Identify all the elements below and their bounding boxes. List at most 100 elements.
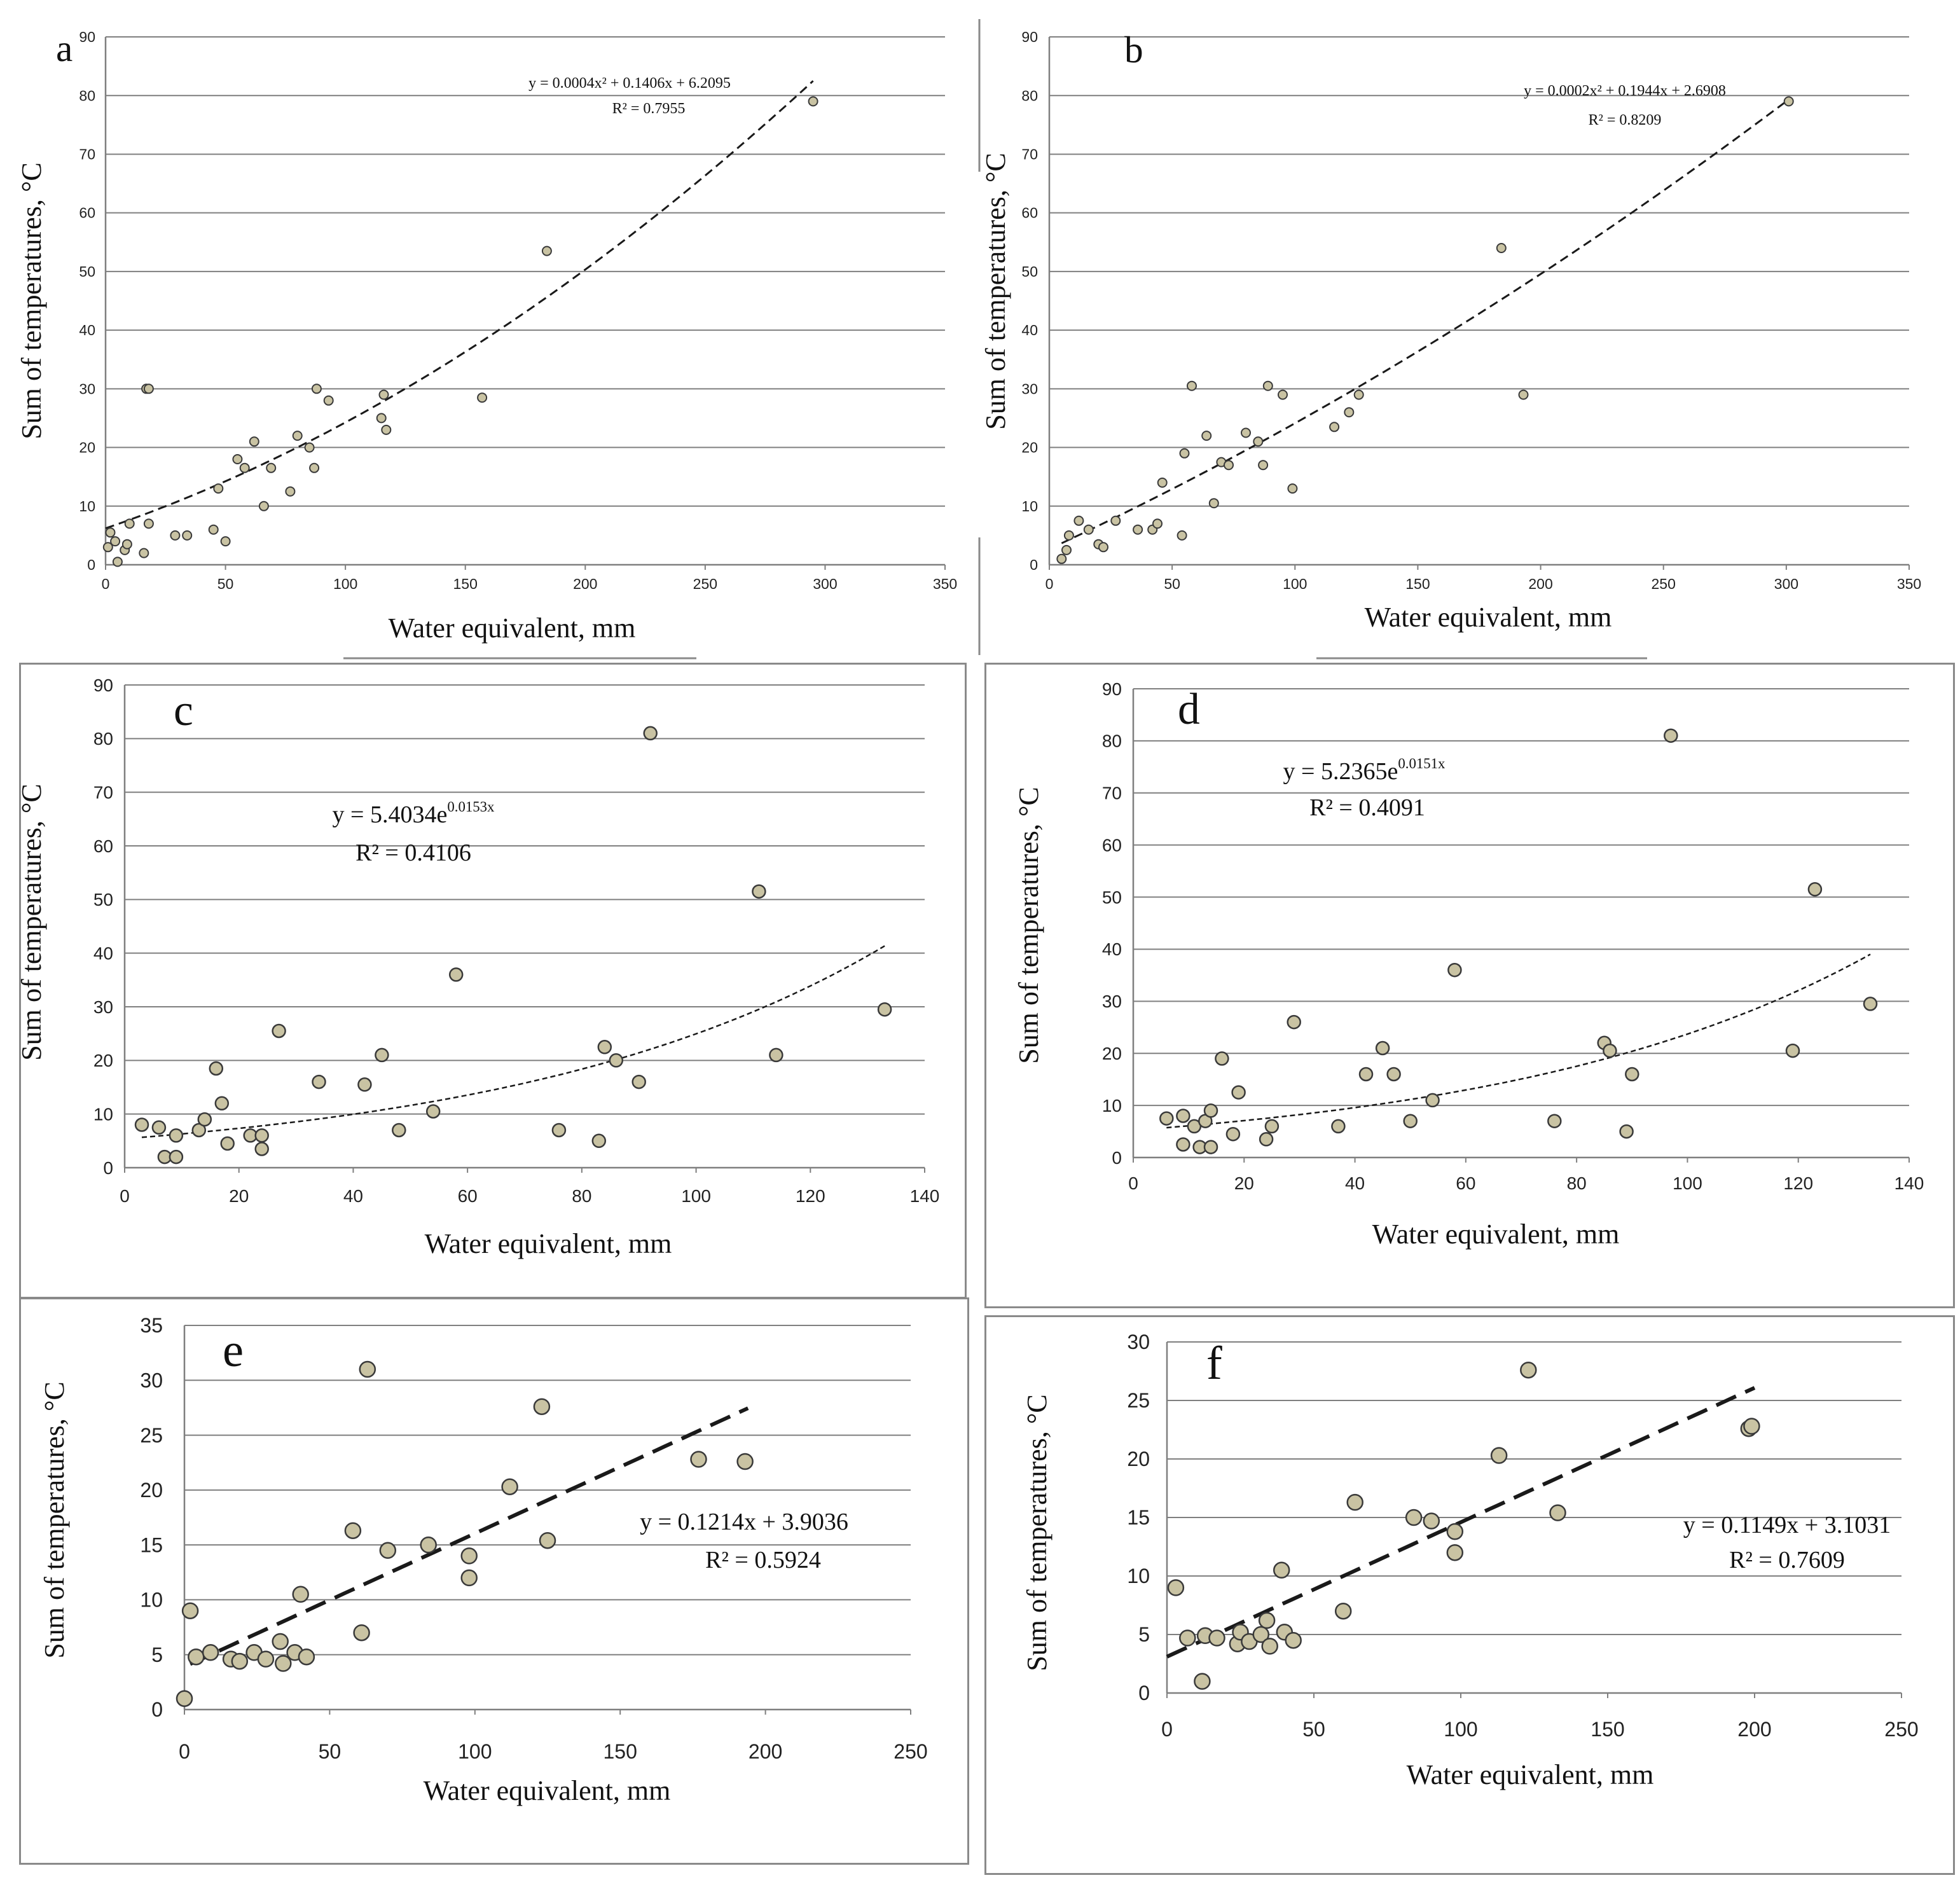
x-tick-label: 200 [749, 1740, 782, 1763]
data-point [312, 1074, 326, 1089]
y-tick-label: 0 [151, 1698, 163, 1721]
data-point [1159, 1111, 1174, 1126]
y-tick-label: 20 [1102, 1044, 1122, 1063]
data-point [392, 1123, 406, 1138]
data-point [231, 1652, 249, 1670]
panel-label: b [1124, 29, 1143, 71]
x-tick-label: 150 [1591, 1718, 1624, 1741]
panel-d: 0 10 20 30 40 50 60 70 80 90 0 20 40 60 80 100 120 140 d y … [1013, 679, 1924, 1250]
data-point [1241, 427, 1251, 438]
x-tick-label: 120 [1783, 1173, 1813, 1193]
data-point [1187, 380, 1197, 391]
panel-c: 0 10 20 30 40 50 60 70 80 90 0 20 40 60 80 100 120 140 c y … [16, 675, 939, 1259]
x-tick-label: 300 [813, 576, 837, 592]
r-squared-label: R² = 0.4106 [355, 840, 471, 866]
data-point [1329, 422, 1340, 432]
data-point [220, 536, 231, 547]
data-point [1167, 1579, 1185, 1596]
data-point [1179, 448, 1190, 459]
data-point [1201, 431, 1212, 441]
data-point [139, 548, 149, 558]
data-point [292, 1586, 309, 1603]
data-point [1073, 515, 1084, 526]
x-axis-title: Water equivalent, mm [424, 1775, 671, 1806]
x-tick-label: 350 [933, 576, 957, 592]
data-point [1063, 530, 1074, 541]
data-point [551, 1123, 567, 1138]
y-tick-label: 80 [93, 729, 113, 749]
data-point [690, 1451, 707, 1468]
data-point [266, 462, 277, 473]
data-point [169, 1149, 184, 1165]
data-point [124, 518, 135, 529]
r-squared-label: R² = 0.5924 [705, 1547, 821, 1573]
data-point [1177, 530, 1187, 541]
y-tick-label: 5 [151, 1643, 163, 1666]
data-point [597, 1040, 612, 1054]
x-tick-label: 250 [693, 576, 717, 592]
data-point [202, 1644, 219, 1661]
y-axis-title: Sum of temperatures, °C [1021, 1394, 1052, 1671]
data-point [208, 524, 219, 535]
data-point [102, 542, 113, 553]
data-point [272, 1633, 289, 1650]
data-point [311, 384, 322, 394]
x-axis-title: Water equivalent, mm [389, 612, 636, 644]
data-point [1425, 1093, 1440, 1108]
data-point [1403, 1114, 1418, 1128]
data-point [214, 1096, 230, 1111]
x-tick-label: 250 [894, 1740, 927, 1763]
data-point [143, 384, 154, 394]
data-point [1785, 1043, 1800, 1058]
data-point [1110, 515, 1121, 526]
data-point [1061, 544, 1072, 555]
y-tick-label: 60 [1102, 835, 1122, 855]
y-tick-label: 50 [1021, 263, 1038, 280]
data-point [736, 1453, 754, 1470]
x-tick-label: 100 [681, 1186, 711, 1206]
y-tick-label: 25 [1127, 1389, 1150, 1412]
data-point [257, 1650, 275, 1668]
x-tick-label: 250 [1884, 1718, 1918, 1741]
data-point [1278, 389, 1288, 400]
x-tick-label: 300 [1774, 576, 1798, 592]
frame-panel-f [984, 1315, 1955, 1875]
data-point [379, 1542, 397, 1559]
y-tick-label: 10 [93, 1104, 113, 1124]
data-point [353, 1624, 370, 1642]
data-point [1258, 1612, 1276, 1629]
r-squared-label: R² = 0.7609 [1729, 1547, 1845, 1573]
data-point [110, 536, 121, 547]
x-tick-label: 140 [910, 1186, 940, 1206]
x-tick-label: 250 [1652, 576, 1676, 592]
data-point [769, 1047, 783, 1063]
y-tick-label: 80 [1021, 87, 1038, 104]
data-point [272, 1023, 286, 1039]
trend-equation-base: y = 5.2365e [1283, 758, 1398, 785]
x-tick-label: 150 [453, 576, 478, 592]
data-point [420, 1536, 437, 1554]
data-point [1358, 1067, 1374, 1082]
data-point [344, 1522, 362, 1539]
panel-f: 0 5 10 15 20 25 30 0 50 100 150 200 250 f y = 0.1149x … [1021, 1331, 1919, 1790]
data-point [1386, 1067, 1401, 1082]
y-tick-label: 90 [1021, 29, 1038, 45]
data-point [1344, 407, 1355, 418]
y-tick-label: 0 [1030, 556, 1038, 573]
data-point [143, 518, 154, 529]
x-tick-label: 60 [1456, 1173, 1475, 1193]
data-point [381, 424, 392, 435]
x-tick-label: 40 [343, 1186, 363, 1206]
data-point [275, 1655, 292, 1672]
data-point [258, 501, 269, 511]
r-squared-label: R² = 0.8209 [1589, 112, 1662, 128]
y-tick-label: 30 [1102, 992, 1122, 1011]
data-point [877, 1002, 892, 1017]
data-point [220, 1136, 235, 1151]
x-tick-label: 0 [1046, 576, 1054, 592]
x-tick-label: 140 [1894, 1173, 1924, 1193]
data-point [808, 96, 818, 107]
y-axis-title: Sum of temperatures, °C [1013, 787, 1044, 1064]
y-tick-label: 40 [1021, 322, 1038, 338]
data-point [460, 1547, 478, 1565]
